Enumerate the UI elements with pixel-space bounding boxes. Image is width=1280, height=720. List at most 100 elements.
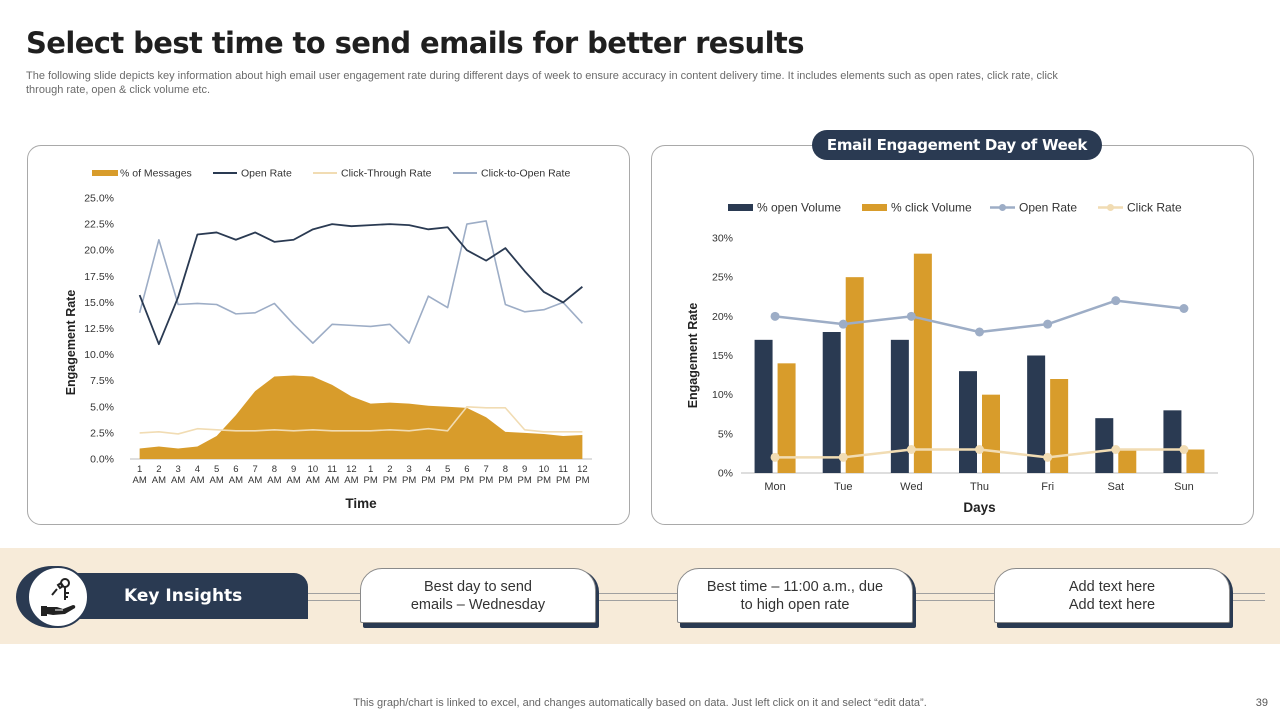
area-messages	[139, 375, 583, 459]
legend-label-2: Open Rate	[1019, 201, 1077, 215]
x-tick-number: 2	[387, 464, 392, 475]
line-open-rate	[774, 299, 1185, 334]
page-number: 39	[1255, 697, 1268, 709]
key-insights-label: Key Insights	[124, 586, 243, 606]
y-tick-label: 2.5%	[90, 427, 114, 439]
bar-open-volume-thu	[959, 371, 977, 473]
point-open-rate-sun	[1179, 304, 1189, 313]
y-tick-label: 7.5%	[90, 375, 114, 387]
y-tick-label: 15.0%	[84, 297, 114, 309]
hand-key-icon	[41, 578, 76, 616]
x-tick-number: 6	[464, 464, 469, 475]
legend-label-2: Click-Through Rate	[341, 168, 432, 180]
legend-label-1: % click Volume	[891, 201, 972, 215]
x-tick-label: Fri	[1041, 481, 1054, 493]
bar-click-volume-fri	[1050, 379, 1069, 473]
x-tick-period: AM	[267, 475, 281, 486]
insight-card-2-line1: Best time – 11:00 a.m., due	[706, 579, 884, 595]
insight-card-1-line2: emails – Wednesday	[410, 597, 546, 613]
point-click-rate-sat	[1111, 445, 1121, 454]
x-tick-number: 5	[445, 464, 450, 475]
point-click-rate-thu	[975, 445, 984, 454]
y-tick-label: 25.0%	[84, 193, 114, 205]
legend-label-3: Click-to-Open Rate	[481, 168, 570, 180]
day-engagement-chart[interactable]: % open Volume % click Volume Open Rate Clic…	[652, 146, 1255, 526]
x-axis-title: Time	[345, 496, 377, 511]
point-open-rate-fri	[1043, 319, 1053, 329]
time-engagement-chart[interactable]: % of Messages Open Rate Click-Through Rate…	[28, 146, 631, 526]
x-tick-number: 9	[522, 464, 527, 475]
y-tick-label: 22.5%	[84, 219, 114, 231]
legend-label-0: % of Messages	[120, 168, 192, 180]
x-tick-label: Sun	[1174, 481, 1194, 493]
day-engagement-chart-panel: % open Volume % click Volume Open Rate Clic…	[651, 145, 1254, 525]
x-tick-period: AM	[210, 475, 224, 486]
y-tick-label: 20%	[712, 311, 733, 323]
x-tick-period: PM	[460, 475, 474, 486]
chart-header-pill: Email Engagement Day of Week	[812, 130, 1102, 160]
key-insights-bar	[52, 573, 308, 619]
bar-click-volume-mon	[777, 363, 796, 473]
y-tick-label: 25%	[712, 272, 733, 284]
y-tick-label: 30%	[712, 233, 733, 245]
y-tick-label: 15%	[712, 350, 733, 362]
x-tick-period: AM	[287, 475, 301, 486]
x-tick-label: Thu	[970, 481, 989, 493]
point-open-rate-wed	[906, 311, 916, 321]
point-click-rate-mon	[770, 452, 780, 462]
x-tick-period: AM	[248, 475, 262, 486]
line-click-through-rate	[139, 405, 583, 435]
bar-click-volume-sun	[1186, 449, 1205, 473]
x-tick-number: 5	[214, 464, 219, 475]
x-tick-number: 3	[406, 464, 411, 475]
x-tick-number: 9	[291, 464, 296, 475]
legend-label-1: Open Rate	[241, 168, 292, 180]
insight-card-3-line1: Add text here	[1068, 579, 1156, 595]
legend-marker-3	[1107, 204, 1114, 211]
slide-title: Select best time to send emails for bett…	[26, 26, 804, 60]
x-tick-period: AM	[152, 475, 166, 486]
x-tick-number: 6	[233, 464, 238, 475]
bar-open-volume-sun	[1163, 410, 1182, 473]
x-tick-number: 7	[483, 464, 488, 475]
x-tick-period: AM	[306, 475, 320, 486]
point-click-rate-sun	[1179, 445, 1189, 454]
x-tick-period: PM	[421, 475, 435, 486]
legend-swatch-bar-0	[728, 204, 753, 211]
point-open-rate-sat	[1111, 296, 1121, 306]
y-tick-label: 10.0%	[84, 349, 114, 361]
x-tick-period: PM	[364, 475, 378, 486]
x-tick-period: AM	[133, 475, 147, 486]
y-tick-label: 10%	[712, 389, 733, 401]
y-axis-title: Engagement Rate	[64, 290, 78, 396]
line-open-rate	[138, 223, 583, 346]
y-tick-label: 12.5%	[84, 323, 114, 335]
bar-open-volume-wed	[890, 339, 909, 473]
x-tick-number: 10	[539, 464, 550, 475]
x-tick-period: PM	[575, 475, 589, 486]
line-click-to-open-rate	[138, 220, 583, 344]
insight-card-1-line1: Best day to send	[423, 579, 532, 595]
x-tick-label: Wed	[900, 481, 922, 493]
x-tick-number: 1	[137, 464, 142, 475]
x-tick-period: PM	[498, 475, 512, 486]
y-tick-label: 0%	[718, 468, 733, 480]
x-tick-period: AM	[229, 475, 243, 486]
y-axis-title: Engagement Rate	[686, 303, 700, 409]
x-tick-period: AM	[190, 475, 204, 486]
legend-marker-2	[999, 204, 1006, 211]
point-click-rate-tue	[838, 452, 848, 462]
legend-label-3: Click Rate	[1127, 201, 1182, 215]
x-tick-number: 4	[426, 464, 431, 475]
y-tick-label: 5%	[718, 428, 733, 440]
x-axis-title: Days	[963, 500, 995, 515]
x-tick-label: Sat	[1108, 481, 1125, 493]
x-tick-label: Tue	[834, 481, 853, 493]
bar-open-volume-mon	[754, 339, 773, 473]
x-tick-period: PM	[479, 475, 493, 486]
insight-card-3: Add text here Add text here	[994, 568, 1230, 623]
legend-swatch-messages	[92, 170, 118, 176]
x-tick-period: AM	[171, 475, 185, 486]
x-tick-period: PM	[402, 475, 416, 486]
x-tick-number: 4	[195, 464, 200, 475]
